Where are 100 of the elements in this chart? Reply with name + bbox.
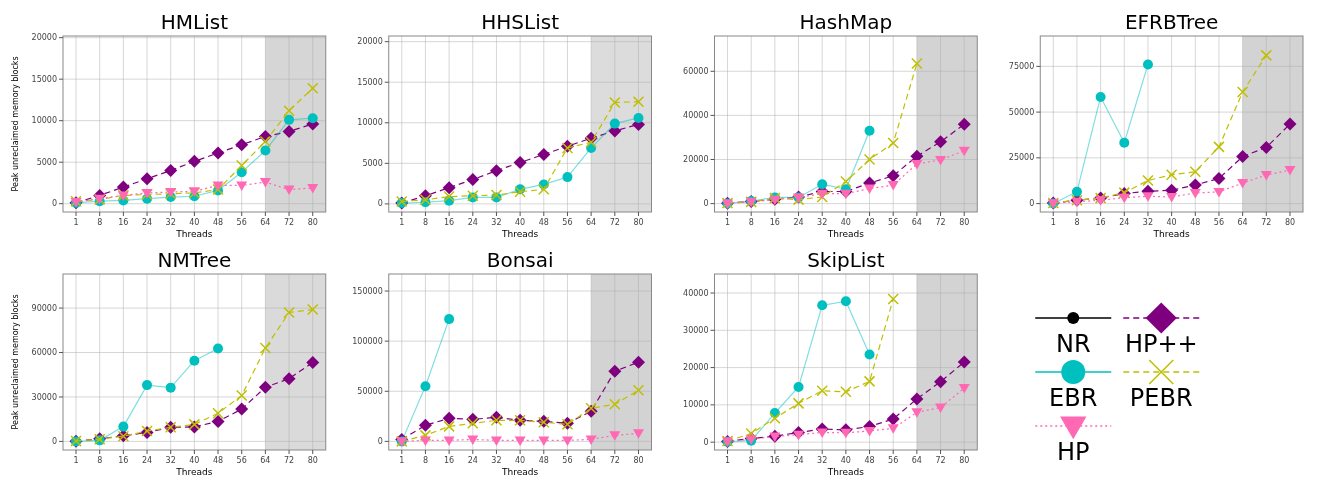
x-tick-label: 48	[864, 456, 875, 465]
x-tick-label: 16	[118, 218, 129, 227]
x-tick-label: 8	[422, 456, 428, 465]
chart-title: HMList	[160, 10, 229, 34]
x-tick-label: 8	[422, 218, 428, 227]
x-tick-label: 80	[633, 218, 644, 227]
x-tick-label: 40	[189, 218, 200, 227]
x-tick-label: 64	[586, 456, 597, 465]
x-tick-label: 32	[165, 218, 176, 227]
chart-title: HashMap	[799, 10, 893, 34]
x-tick-label: 56	[562, 456, 573, 465]
x-tick-label: 32	[165, 456, 176, 465]
x-tick-label: 72	[609, 456, 620, 465]
legend-label: EBR	[1049, 384, 1098, 412]
x-tick-label: 8	[748, 218, 754, 227]
x-tick-label: 64	[1237, 218, 1248, 227]
x-tick-label: 1	[724, 218, 731, 227]
x-tick-label: 8	[1074, 218, 1080, 227]
x-tick-label: 80	[959, 456, 970, 465]
x-tick-label: 16	[1095, 218, 1106, 227]
legend-label: PEBR	[1129, 384, 1193, 412]
x-tick-label: 64	[260, 456, 271, 465]
x-tick-label: 1	[73, 456, 79, 465]
y-tick-label: 25000	[1008, 153, 1035, 163]
y-tick-label: 0	[703, 437, 709, 447]
y-axis-title: Peak unreclaimed memory blocks	[11, 294, 20, 430]
y-tick-label: 50000	[1008, 107, 1035, 117]
x-tick-label: 40	[840, 218, 851, 227]
y-axis-title: Peak unreclaimed memory blocks	[11, 56, 20, 192]
y-tick-label: 0	[377, 199, 383, 209]
x-tick-label: 8	[97, 456, 103, 465]
x-tick-label: 56	[888, 456, 899, 465]
x-tick-label: 16	[118, 456, 129, 465]
y-tick-label: 40000	[683, 288, 709, 298]
x-axis-title: Threads	[175, 467, 213, 477]
x-tick-label: 56	[888, 218, 899, 227]
x-tick-label: 40	[1166, 218, 1177, 227]
y-tick-label: 20000	[683, 363, 709, 373]
x-axis-title: Threads	[501, 467, 539, 477]
x-tick-label: 80	[307, 456, 318, 465]
x-axis-title: Threads	[826, 229, 865, 239]
y-tick-label: 10000	[357, 118, 383, 128]
chart-title: NMTree	[157, 248, 232, 272]
x-tick-label: 24	[141, 218, 153, 227]
chart-title: HHSList	[481, 10, 560, 34]
y-tick-label: 20000	[683, 155, 709, 165]
y-tick-label: 15000	[357, 77, 383, 87]
x-tick-label: 56	[1213, 218, 1225, 227]
y-tick-label: 0	[377, 436, 383, 446]
x-tick-label: 32	[1142, 218, 1154, 227]
x-tick-label: 8	[97, 218, 103, 227]
x-tick-label: 72	[283, 218, 295, 227]
x-tick-label: 80	[1284, 218, 1296, 227]
x-tick-label: 72	[935, 218, 946, 227]
chart-title: Bonsai	[486, 248, 554, 272]
x-tick-label: 80	[633, 456, 644, 465]
x-tick-label: 80	[959, 218, 970, 227]
x-tick-label: 1	[1050, 218, 1056, 227]
x-tick-label: 16	[444, 218, 455, 227]
y-tick-label: 5000	[36, 157, 57, 167]
x-tick-label: 1	[399, 456, 405, 465]
x-tick-label: 72	[935, 456, 946, 465]
y-tick-label: 90000	[31, 303, 57, 313]
y-tick-label: 0	[51, 199, 57, 209]
y-tick-label: 30000	[31, 392, 57, 402]
y-tick-label: 0	[1029, 199, 1035, 209]
x-tick-label: 48	[1190, 218, 1201, 227]
y-tick-label: 15000	[31, 74, 57, 84]
y-tick-label: 100000	[352, 336, 383, 346]
y-tick-label: 60000	[683, 66, 709, 76]
y-tick-label: 30000	[683, 325, 709, 335]
x-tick-label: 1	[73, 218, 79, 227]
x-tick-label: 16	[444, 456, 455, 465]
y-tick-label: 75000	[1008, 61, 1035, 71]
x-tick-label: 32	[491, 456, 502, 465]
x-axis-title: Threads	[826, 467, 865, 477]
y-tick-label: 20000	[357, 37, 383, 47]
x-tick-label: 40	[515, 456, 526, 465]
y-tick-label: 0	[703, 199, 709, 209]
x-tick-label: 48	[212, 218, 224, 227]
x-tick-label: 80	[307, 218, 318, 227]
x-tick-label: 24	[467, 456, 478, 465]
x-tick-label: 48	[538, 218, 549, 227]
chart-title: EFRBTree	[1124, 10, 1219, 34]
x-tick-label: 1	[399, 218, 405, 227]
x-tick-label: 24	[793, 456, 804, 465]
x-tick-label: 64	[586, 218, 597, 227]
x-tick-label: 16	[769, 456, 780, 465]
x-tick-label: 40	[515, 218, 526, 227]
y-tick-label: 60000	[31, 348, 57, 358]
x-tick-label: 8	[748, 456, 754, 465]
x-tick-label: 72	[283, 456, 295, 465]
legend-label: HP++	[1124, 330, 1198, 358]
chart-title: SkipList	[807, 248, 885, 272]
x-tick-label: 32	[817, 218, 828, 227]
legend-label: NR	[1055, 330, 1091, 358]
x-axis-title: Threads	[501, 229, 539, 239]
x-tick-label: 56	[236, 218, 247, 227]
y-tick-label: 10000	[683, 400, 709, 410]
x-tick-label: 40	[840, 456, 851, 465]
